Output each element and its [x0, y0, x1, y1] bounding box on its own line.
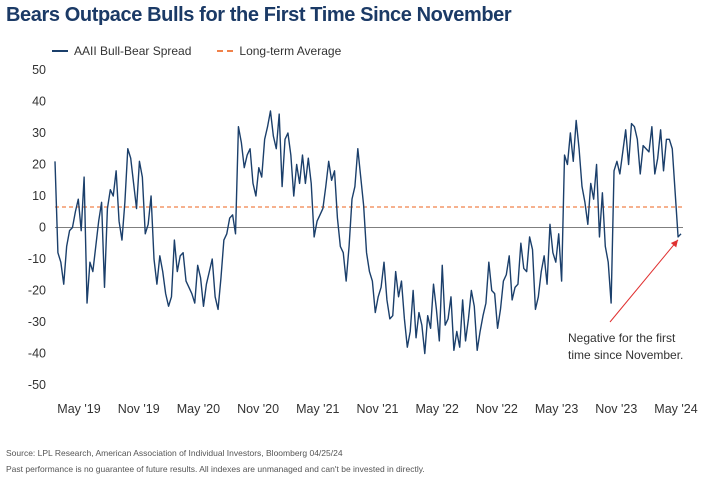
legend-swatch-spread: [52, 50, 68, 52]
x-tick-label: May '21: [296, 402, 339, 416]
legend-item-spread: AAII Bull-Bear Spread: [52, 44, 191, 58]
legend-label-spread: AAII Bull-Bear Spread: [74, 44, 192, 58]
y-tick-label: -30: [28, 315, 46, 329]
y-axis: 50 40 30 20 10 0 -10 -20 -30 -40 -50: [28, 63, 46, 392]
chart-title: Bears Outpace Bulls for the First Time S…: [6, 4, 512, 26]
x-tick-label: Nov '20: [237, 402, 279, 416]
x-tick-label: May '24: [654, 402, 697, 416]
annotation-arrow-head: [670, 239, 678, 248]
x-axis: May '19 Nov '19 May '20 Nov '20 May '21 Nov '…: [57, 402, 697, 416]
x-tick-label: Nov '19: [118, 402, 160, 416]
x-tick-label: Nov '21: [357, 402, 399, 416]
bull-bear-spread-line: [54, 110, 682, 355]
annotation-text-line2: time since November.: [568, 348, 683, 362]
y-tick-label: -50: [28, 378, 46, 392]
y-tick-label: -40: [28, 347, 46, 361]
y-tick-label: 40: [32, 95, 46, 109]
footer-disclaimer: Past performance is no guarantee of futu…: [6, 464, 425, 474]
y-tick-label: 10: [32, 189, 46, 203]
x-tick-label: Nov '23: [595, 402, 637, 416]
x-tick-label: Nov '22: [476, 402, 518, 416]
legend-label-average: Long-term Average: [239, 44, 342, 58]
footer-source: Source: LPL Research, American Associati…: [6, 448, 343, 458]
y-tick-label: 30: [32, 126, 46, 140]
chart-legend: AAII Bull-Bear Spread Long-term Average: [52, 44, 341, 58]
x-tick-label: May '22: [416, 402, 459, 416]
y-tick-label: 20: [32, 158, 46, 172]
chart-plot-area: 50 40 30 20 10 0 -10 -20 -30 -40 -50 May '19 Nov '1…: [28, 63, 698, 416]
annotation-text-line1: Negative for the first: [568, 331, 676, 345]
annotation-arrow: [609, 239, 679, 323]
legend-item-average: Long-term Average: [217, 44, 341, 58]
y-tick-label: 50: [32, 63, 46, 77]
x-tick-label: May '20: [177, 402, 220, 416]
legend-swatch-average: [217, 50, 234, 52]
y-tick-label: 0: [39, 221, 46, 235]
y-tick-label: -20: [28, 284, 46, 298]
x-tick-label: May '19: [57, 402, 100, 416]
annotation: Negative for the first time since Novemb…: [568, 239, 683, 362]
y-tick-label: -10: [28, 252, 46, 266]
x-tick-label: May '23: [535, 402, 578, 416]
